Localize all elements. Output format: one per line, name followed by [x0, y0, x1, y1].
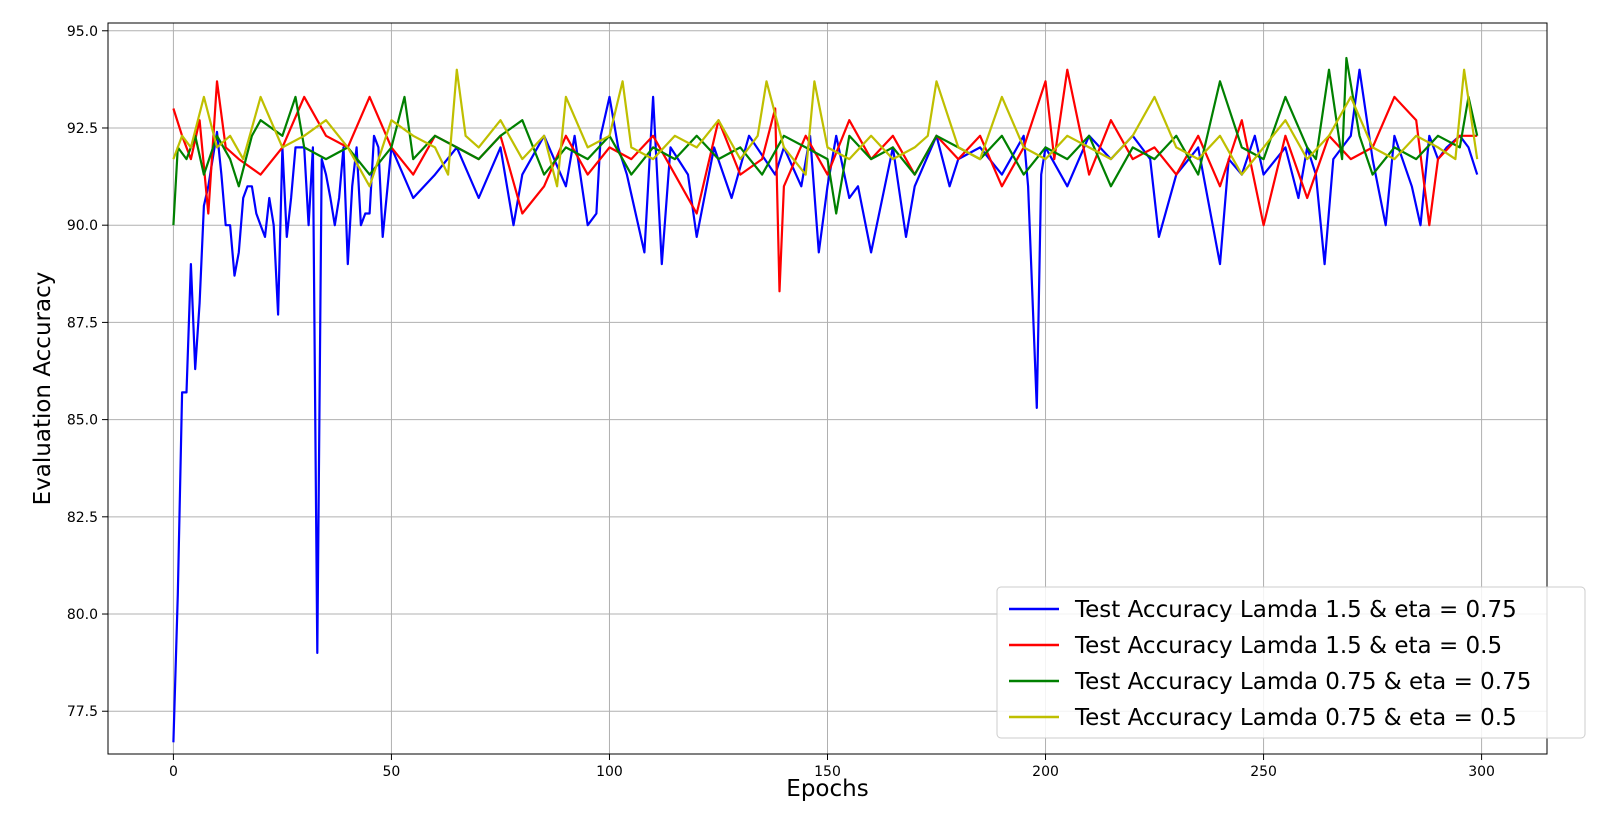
- x-tick-label: 100: [596, 764, 623, 780]
- y-tick-label: 87.5: [67, 315, 98, 331]
- y-tick-label: 95.0: [67, 24, 98, 40]
- legend-label: Test Accuracy Lamda 1.5 & eta = 0.75: [1074, 597, 1517, 623]
- x-tick-label: 250: [1250, 764, 1277, 780]
- x-tick-label: 0: [169, 764, 178, 780]
- legend-label: Test Accuracy Lamda 1.5 & eta = 0.5: [1074, 633, 1502, 659]
- y-tick-label: 85.0: [67, 413, 98, 429]
- y-tick-label: 80.0: [67, 607, 98, 623]
- y-tick-label: 77.5: [67, 704, 98, 720]
- y-tick-label: 92.5: [67, 121, 98, 137]
- y-tick-label: 82.5: [67, 510, 98, 526]
- x-axis-label: Epochs: [786, 776, 868, 802]
- legend-box: [996, 586, 1586, 739]
- legend: Test Accuracy Lamda 1.5 & eta = 0.75 Test…: [996, 586, 1586, 739]
- y-tick-label: 90.0: [67, 218, 98, 234]
- x-tick-label: 300: [1468, 764, 1495, 780]
- series-line-3: [172, 56, 1479, 226]
- x-tick-label: 50: [383, 764, 401, 780]
- grid-layer: [108, 23, 1547, 754]
- series-layer: [172, 56, 1479, 743]
- tick-layer: 0 50 100 150 200 250 300 77.5 80.0 82.5 85.0 87.5 90…: [67, 24, 1495, 780]
- x-tick-label: 150: [814, 764, 841, 780]
- x-tick-label: 200: [1032, 764, 1059, 780]
- legend-label: Test Accuracy Lamda 0.75 & eta = 0.75: [1074, 669, 1531, 695]
- series-line-1: [172, 68, 1479, 743]
- series-line-4: [172, 68, 1479, 188]
- legend-label: Test Accuracy Lamda 0.75 & eta = 0.5: [1074, 705, 1517, 731]
- y-axis-label: Evaluation Accuracy: [30, 272, 56, 506]
- series-line-2: [172, 68, 1478, 293]
